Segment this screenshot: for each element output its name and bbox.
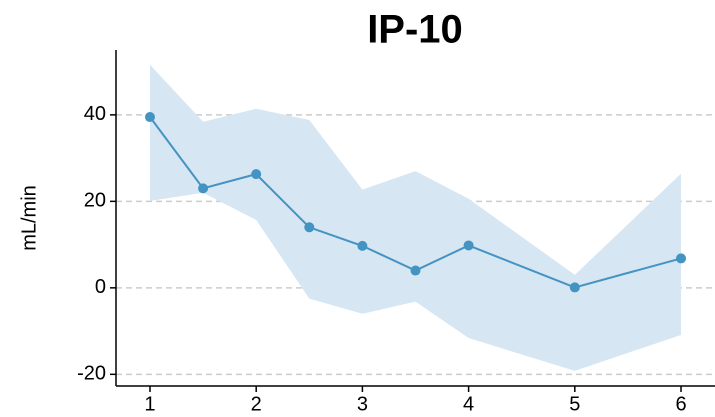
point xyxy=(463,240,474,251)
y-axis-label: mL/min xyxy=(18,185,40,251)
chart-title: IP-10 xyxy=(367,8,463,52)
point xyxy=(304,222,315,233)
x-tick-label: 5 xyxy=(569,393,580,415)
y-tick-label: 40 xyxy=(84,103,106,125)
confidence-band xyxy=(149,64,682,371)
x-tick-label: 1 xyxy=(144,393,155,415)
x-tick-label: 6 xyxy=(675,393,686,415)
point xyxy=(144,112,155,123)
point xyxy=(569,282,580,293)
point xyxy=(198,183,209,194)
y-tick-label: -20 xyxy=(77,363,106,385)
x-tick-label: 2 xyxy=(251,393,262,415)
y-tick-label: 20 xyxy=(84,190,106,212)
point xyxy=(251,169,262,180)
point xyxy=(410,265,421,276)
point xyxy=(357,240,368,251)
x-tick-label: 4 xyxy=(463,393,474,415)
x-tick-label: 3 xyxy=(357,393,368,415)
y-tick-label: 0 xyxy=(95,276,106,298)
point xyxy=(676,253,687,264)
